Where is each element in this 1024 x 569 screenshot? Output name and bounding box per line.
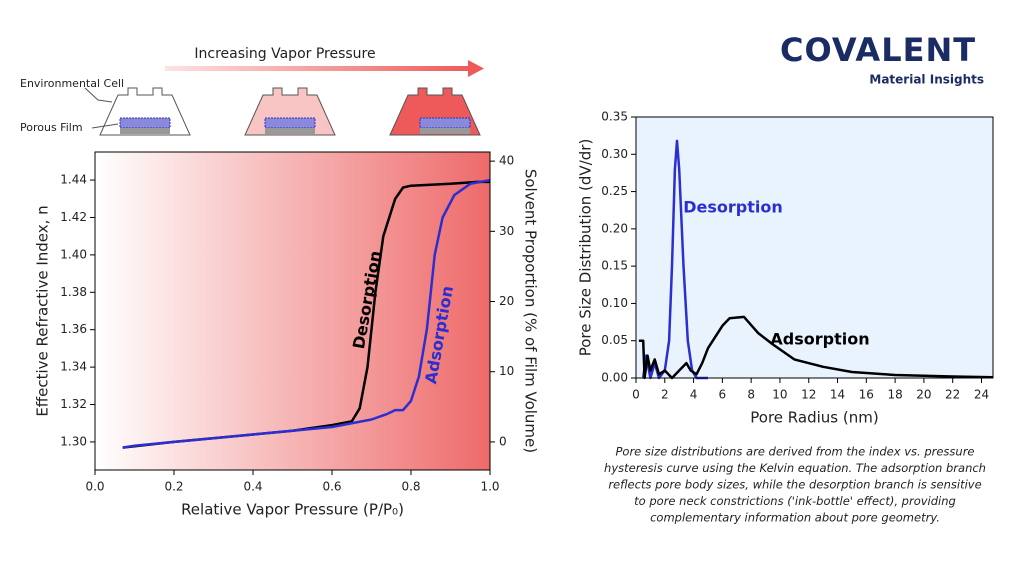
series-line (638, 315, 994, 380)
cell-label: Environmental Cell (20, 77, 124, 90)
vapor-diagram: Increasing Vapor Pressure Environmental … (20, 46, 484, 136)
y2-tick-label: 30 (499, 224, 514, 238)
x-tick-label: 4 (690, 388, 698, 402)
leader-line (91, 123, 119, 129)
y-tick-label: 1.38 (60, 285, 87, 299)
y2-axis-label: Solvent Proportion (% of Film Volume) (522, 169, 540, 453)
x-tick-label: 16 (859, 388, 874, 402)
x-tick-label: 1.0 (480, 480, 499, 494)
x-tick-label: 6 (719, 388, 727, 402)
x-tick-label: 12 (801, 388, 816, 402)
series-annotation: Adsorption (770, 330, 869, 349)
y-tick-label: 1.44 (60, 173, 87, 187)
caption-line: Pore size distributions are derived from… (615, 445, 974, 459)
x-tick-label: 0.2 (164, 480, 183, 494)
x-tick-label: 0.6 (322, 480, 341, 494)
y2-tick-label: 0 (499, 434, 507, 448)
y-axis-label: Pore Size Distribution (dV/dr) (577, 139, 595, 357)
x-axis-label: Relative Vapor Pressure (P/P₀) (181, 501, 404, 519)
y-tick-label: 1.40 (60, 247, 87, 261)
x-tick-label: 18 (887, 388, 902, 402)
y-axis-label: Effective Refractive Index, n (34, 205, 52, 416)
y-tick-label: 1.30 (60, 434, 87, 448)
pressure-arrow (165, 66, 470, 71)
series-annotation: Desorption (683, 198, 783, 217)
x-tick-label: 24 (974, 388, 989, 402)
x-tick-label: 10 (772, 388, 787, 402)
film-label: Porous Film (20, 121, 83, 134)
y2-tick-label: 40 (499, 154, 514, 168)
series-line (641, 139, 708, 380)
arrow-head (468, 60, 484, 77)
x-tick-label: 8 (747, 388, 755, 402)
x-tick-label: 0.8 (401, 480, 420, 494)
diagram-title: Increasing Vapor Pressure (194, 46, 375, 62)
y-tick-label: 0.30 (601, 147, 628, 161)
y-tick-label: 0.05 (601, 333, 628, 347)
plot-area (636, 117, 993, 378)
caption-line: complementary information about pore geo… (650, 511, 940, 525)
x-tick-label: 22 (945, 388, 960, 402)
caption-line: reflects pore body sizes, while the deso… (608, 478, 981, 492)
porous-film (119, 117, 471, 134)
plot-area (95, 152, 490, 470)
caption-line: to pore neck constrictions ('ink-bottle'… (634, 494, 956, 508)
leader-line (84, 87, 113, 103)
y-tick-label: 1.36 (60, 322, 87, 336)
y-tick-label: 1.34 (60, 360, 87, 374)
logo-tagline: Material Insights (869, 73, 984, 87)
y-tick-label: 0.25 (601, 184, 628, 198)
y-tick-label: 1.42 (60, 210, 87, 224)
y-tick-label: 0.15 (601, 259, 628, 273)
y-tick-label: 1.32 (60, 397, 87, 411)
logo-name: COVALENT (780, 31, 976, 69)
y-tick-label: 0.35 (601, 110, 628, 124)
series-line (122, 178, 491, 449)
y-tick-label: 0.10 (601, 296, 628, 310)
x-tick-label: 14 (830, 388, 845, 402)
x-tick-label: 0 (632, 388, 640, 402)
y-tick-label: 0.20 (601, 221, 628, 235)
x-axis-label: Pore Radius (nm) (750, 409, 878, 427)
caption-line: hysteresis curve using the Kelvin equati… (604, 461, 986, 475)
x-tick-label: 0.0 (85, 480, 104, 494)
y-tick-label: 0.00 (601, 371, 628, 385)
plot-frame (94, 151, 491, 471)
y2-tick-label: 20 (499, 294, 514, 308)
x-tick-label: 2 (661, 388, 669, 402)
y2-tick-label: 10 (499, 364, 514, 378)
plot-frame (635, 116, 994, 379)
x-tick-label: 0.4 (243, 480, 262, 494)
x-tick-label: 20 (916, 388, 931, 402)
